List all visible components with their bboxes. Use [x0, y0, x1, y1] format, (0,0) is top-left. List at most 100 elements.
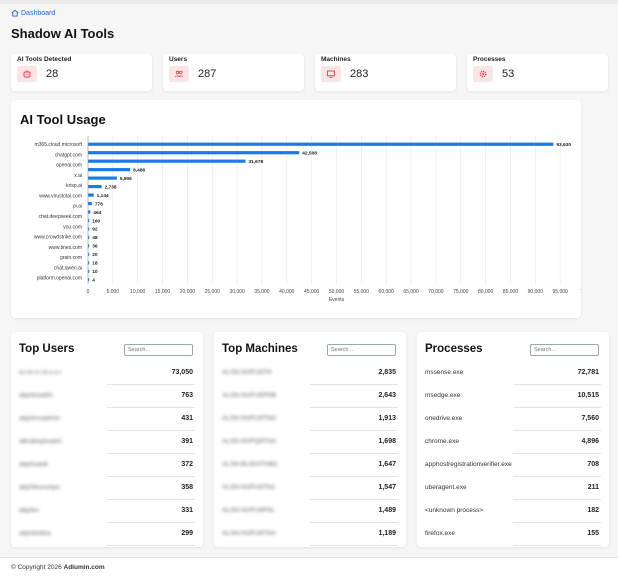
row-divider [107, 407, 195, 408]
item-count: 72,781 [577, 369, 599, 376]
bar-value-label: 31,678 [248, 159, 263, 165]
list-item[interactable]: ALSN-NVPQ6TNA 1,698 [214, 431, 406, 454]
users-icon [169, 66, 189, 82]
list-item[interactable]: apphostregistrationverifier.exe 708 [417, 454, 609, 477]
item-count: 1,489 [378, 507, 396, 514]
list-item[interactable]: onedrive.exe 7,560 [417, 408, 609, 431]
stat-value: 28 [46, 68, 59, 80]
x-tick-label: 75,000 [453, 289, 469, 295]
list-item[interactable]: abp\bsadtm 763 [11, 385, 203, 408]
machines-search-input[interactable] [327, 344, 396, 356]
page-title: Shadow AI Tools [11, 26, 115, 41]
breadcrumb-dashboard-link[interactable]: Dashboard [21, 9, 56, 17]
list-item[interactable]: abp\lsaeik 372 [11, 454, 203, 477]
stat-label: AI Tools Detected [17, 56, 72, 63]
list-item[interactable]: a.l.m.n.i.b.u.s.r 73,050 [11, 362, 203, 385]
bar [88, 210, 91, 214]
row-divider [310, 522, 398, 523]
item-count: 182 [587, 507, 599, 514]
item-name: ALSN-BLIDOTHB3 [222, 461, 278, 468]
list-item[interactable]: abp\dsidsa 299 [11, 523, 203, 546]
list-item[interactable]: ALSN-NVPU6TNA 1,189 [214, 523, 406, 546]
x-tick-label: 40,000 [279, 289, 295, 295]
bar [88, 269, 90, 273]
list-item[interactable]: firefox.exe 155 [417, 523, 609, 546]
panel-title: Top Machines [222, 343, 298, 355]
list-item[interactable]: ALSN-NVPU6TN2 1,547 [214, 477, 406, 500]
bar-value-label: 8,486 [133, 167, 145, 173]
copyright-text: © Copyright 2026 [11, 564, 64, 571]
list-item[interactable]: ALSN-NVPU6PSL 1,489 [214, 500, 406, 523]
list-item[interactable]: ALSN-NVPU6TN 2,835 [214, 362, 406, 385]
item-count: 10,515 [577, 392, 599, 399]
row-divider [310, 499, 398, 500]
top-machines-panel: Top Machines ALSN-NVPU6TN2,835ALSN-NVPU6… [214, 332, 406, 547]
row-divider [107, 499, 195, 500]
processes-panel: Processes mssense.exe 72,781 msedge.exe 10,… [417, 332, 609, 547]
item-name: alb\abnptsadm [19, 438, 62, 445]
x-tick-label: 45,000 [304, 289, 320, 295]
monitor-icon [321, 66, 341, 82]
list-item[interactable]: abp\hksnuhpn 358 [11, 477, 203, 500]
machines-list: ALSN-NVPU6TN 2,835 ALSN-NVPU6PHB 2,643 ALSN-… [214, 362, 406, 546]
top-users-panel: Top Users a.l.m.n.i.b.u.s.r 73,050 abp\bsa… [11, 332, 203, 547]
row-divider [513, 384, 601, 385]
category-label: platform.openai.com [37, 276, 82, 282]
x-tick-label: 10,000 [130, 289, 146, 295]
list-item[interactable]: uberagent.exe 211 [417, 477, 609, 500]
stat-card-users: Users 287 [163, 54, 304, 91]
users-search-input[interactable] [124, 344, 193, 356]
bar-value-label: 464 [93, 210, 101, 216]
category-label: you.com [63, 224, 82, 230]
list-item[interactable]: ALSN-NVPU6TND 1,913 [214, 408, 406, 431]
footer-brand-link[interactable]: Adlumin.com [63, 564, 105, 571]
breadcrumb[interactable]: Dashboard [11, 9, 55, 17]
item-count: 7,560 [581, 415, 599, 422]
row-divider [310, 384, 398, 385]
bar-value-label: 36 [92, 244, 98, 250]
item-count: 2,643 [378, 392, 396, 399]
list-item[interactable]: chrome.exe 4,896 [417, 431, 609, 454]
item-name: abp\lsaeik [19, 461, 49, 468]
list-item[interactable]: alb\abnptsadm 391 [11, 431, 203, 454]
list-item[interactable]: abp\bn 331 [11, 500, 203, 523]
list-item[interactable]: <unknown process> 182 [417, 500, 609, 523]
list-item[interactable]: abp\lmnadmin 431 [11, 408, 203, 431]
list-item[interactable]: ALSN-NVPU6PHB 2,643 [214, 385, 406, 408]
bar [88, 193, 94, 197]
x-tick-label: 65,000 [403, 289, 419, 295]
row-divider [107, 522, 195, 523]
category-label: krisp.ai [66, 183, 82, 189]
row-divider [310, 407, 398, 408]
item-count: 1,547 [378, 484, 396, 491]
bar-value-label: 42,508 [302, 151, 317, 157]
stat-label: Processes [473, 56, 506, 63]
item-name: <unknown process> [425, 507, 484, 514]
item-name: mssense.exe [425, 369, 464, 376]
category-label: pi.ai [73, 204, 82, 210]
bar-value-label: 92 [92, 227, 98, 233]
home-icon [11, 9, 19, 17]
category-label: openai.com [56, 163, 82, 169]
gear-icon [473, 66, 493, 82]
stat-label: Machines [321, 56, 351, 63]
x-tick-label: 35,000 [254, 289, 270, 295]
category-label: www.virustotal.com [39, 193, 82, 199]
chart-title: AI Tool Usage [20, 112, 106, 127]
category-label: chatgpt.com [55, 152, 82, 158]
list-item[interactable]: mssense.exe 72,781 [417, 362, 609, 385]
list-item[interactable]: ALSN-BLIDOTHB3 1,647 [214, 454, 406, 477]
stat-value: 287 [198, 68, 217, 80]
item-name: abp\dsidsa [19, 530, 51, 537]
x-tick-label: 0 [87, 289, 90, 295]
item-count: 4,896 [581, 438, 599, 445]
item-name: onedrive.exe [425, 415, 463, 422]
list-item[interactable]: msedge.exe 10,515 [417, 385, 609, 408]
bar-value-label: 93,630 [556, 142, 571, 148]
x-tick-label: 90,000 [528, 289, 544, 295]
bar [88, 278, 90, 282]
item-name: uberagent.exe [425, 484, 467, 491]
bar-value-label: 48 [92, 235, 98, 241]
x-tick-label: 30,000 [229, 289, 245, 295]
processes-search-input[interactable] [530, 344, 599, 356]
